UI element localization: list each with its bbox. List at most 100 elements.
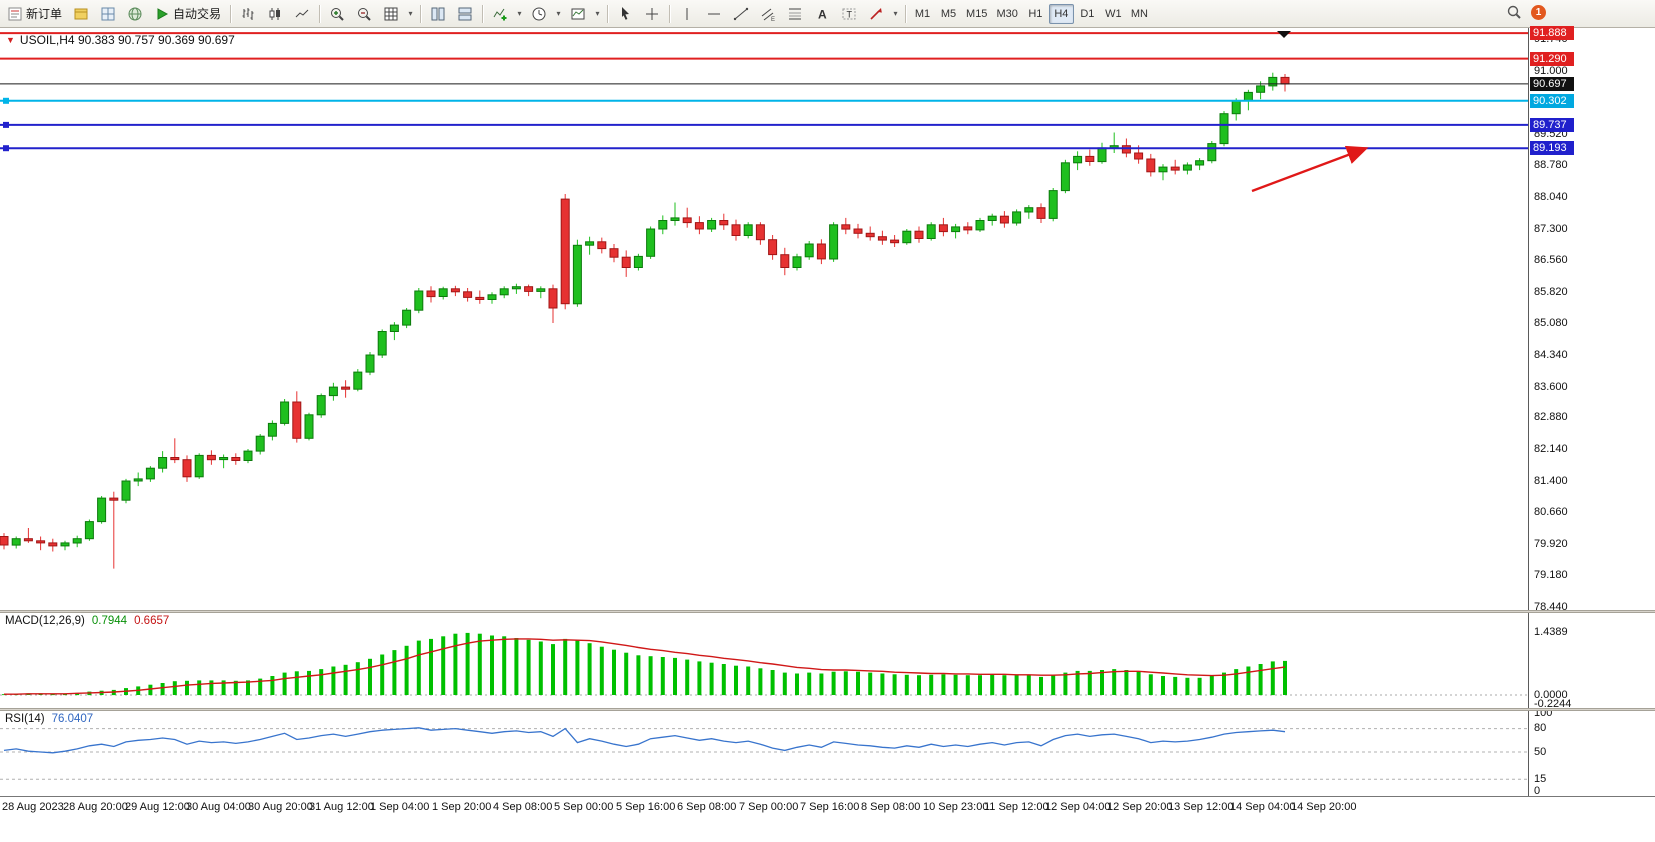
- time-axis-label: 30 Aug 20:00: [248, 801, 313, 813]
- tilev-icon: [457, 6, 473, 22]
- macd-panel[interactable]: MACD(12,26,9) 0.7944 0.6657: [0, 613, 1528, 708]
- text-tool-button[interactable]: A: [809, 3, 835, 25]
- chart-shift-marker-icon[interactable]: [1277, 31, 1291, 38]
- macd-scale-label: 0.0000: [1534, 689, 1568, 701]
- candlestick-mode-button[interactable]: [262, 3, 288, 25]
- arrange-vertical-button[interactable]: [452, 3, 478, 25]
- time-axis[interactable]: 28 Aug 2023 28 Aug 20:00 29 Aug 12:00 30 Au…: [0, 796, 1655, 816]
- price-badge-90.302: 90.302: [1530, 94, 1574, 108]
- timeframe-d1-button[interactable]: D1: [1080, 7, 1095, 20]
- new-order-button[interactable]: 新订单: [2, 3, 67, 25]
- vertical-line-tool-button[interactable]: [674, 3, 700, 25]
- main-chart-panel[interactable]: ▼ USOIL,H4 90.383 90.757 90.369 90.697: [0, 30, 1528, 610]
- macd-scale-label: -0.2244: [1534, 698, 1572, 710]
- channel-tool-button[interactable]: E: [755, 3, 781, 25]
- grid-icon: [383, 6, 399, 22]
- periods-dropdown[interactable]: ▾: [556, 9, 561, 18]
- time-axis-label: 7 Sep 00:00: [739, 801, 799, 813]
- search-icon[interactable]: [1506, 4, 1522, 20]
- arrow-annotation[interactable]: [1251, 145, 1369, 193]
- line-chart-mode-button[interactable]: [289, 3, 315, 25]
- autotrading-button[interactable]: 自动交易: [149, 3, 226, 25]
- time-axis-label: 6 Sep 08:00: [677, 801, 737, 813]
- horizontal-line-tool-button[interactable]: [701, 3, 727, 25]
- candles-layer: [0, 72, 1290, 569]
- label-tool-button[interactable]: T: [836, 3, 862, 25]
- time-axis-label: 14 Sep 20:00: [1291, 801, 1357, 813]
- chart-title-text: USOIL,H4 90.383 90.757 90.369 90.697: [19, 33, 235, 47]
- toolbar-separator: [607, 4, 609, 23]
- time-axis-label: 29 Aug 12:00: [125, 801, 190, 813]
- periods-button[interactable]: [526, 3, 552, 25]
- data-window-button[interactable]: [122, 3, 148, 25]
- window-layout-button[interactable]: [95, 3, 121, 25]
- templates-dropdown[interactable]: ▾: [595, 9, 600, 18]
- chart-workspace: ▼ USOIL,H4 90.383 90.757 90.369 90.697 M…: [0, 26, 1655, 841]
- time-axis-label: 28 Aug 2023: [2, 801, 64, 813]
- tile-windows-button[interactable]: [378, 3, 404, 25]
- fibo-icon: [787, 6, 803, 22]
- time-axis-label: 28 Aug 20:00: [63, 801, 128, 813]
- timeframe-m15-button[interactable]: M15: [966, 7, 988, 20]
- price-badge-89.193: 89.193: [1530, 141, 1574, 155]
- bar-chart-mode-button[interactable]: [235, 3, 261, 25]
- panel-splitter-macd[interactable]: [0, 610, 1655, 613]
- rsi-scale-label: 80: [1534, 722, 1547, 734]
- rsi-scale-label: 50: [1534, 746, 1547, 758]
- indicators-dropdown[interactable]: ▾: [517, 9, 522, 18]
- rsi-scale-label: 15: [1534, 773, 1547, 785]
- labelT-icon: T: [841, 6, 857, 22]
- fibonacci-tool-button[interactable]: [782, 3, 808, 25]
- shapes-dropdown[interactable]: ▾: [893, 9, 898, 18]
- time-axis-label: 13 Sep 12:00: [1168, 801, 1234, 813]
- indicators-button[interactable]: [487, 3, 513, 25]
- trend-icon: [733, 6, 749, 22]
- rsi-value: 76.0407: [51, 713, 94, 725]
- notification-badge[interactable]: 1: [1531, 4, 1546, 20]
- templates-button[interactable]: [565, 3, 591, 25]
- order-icon: [7, 6, 23, 22]
- panel-splitter-rsi[interactable]: [0, 708, 1655, 711]
- hline-handle[interactable]: [3, 121, 9, 128]
- timeframe-w1-button[interactable]: W1: [1105, 7, 1122, 20]
- zoomout-icon: [356, 6, 372, 22]
- price-scale-label: 81.400: [1534, 475, 1568, 487]
- zoom-out-button[interactable]: [351, 3, 377, 25]
- shapes-tool-button[interactable]: [863, 3, 889, 25]
- timeframe-h4-button[interactable]: H4: [1048, 3, 1074, 24]
- charts-profile-button[interactable]: [68, 3, 94, 25]
- time-axis-label: 14 Sep 04:00: [1230, 801, 1296, 813]
- profiles-icon: [73, 6, 89, 22]
- clock-icon: [531, 6, 547, 22]
- tileh-icon: [430, 6, 446, 22]
- timeframe-h1-button[interactable]: H1: [1028, 7, 1043, 20]
- cursor-tool-button[interactable]: [612, 3, 638, 25]
- macd-histogram: [2, 632, 1287, 696]
- toolbar-right-cluster: 1: [1506, 4, 1546, 20]
- timeframe-m5-button[interactable]: M5: [940, 7, 957, 20]
- time-axis-label: 1 Sep 20:00: [432, 801, 492, 813]
- hline-handle[interactable]: [3, 97, 9, 104]
- rsi-panel[interactable]: RSI(14) 76.0407: [0, 711, 1528, 796]
- timeframe-m30-button[interactable]: M30: [996, 7, 1018, 20]
- timeframe-m1-button[interactable]: M1: [914, 7, 931, 20]
- crosshair-tool-button[interactable]: [639, 3, 665, 25]
- vline-icon: [679, 6, 695, 22]
- zoomin-icon: [329, 6, 345, 22]
- price-scale-label: 84.340: [1534, 349, 1568, 361]
- arrange-horizontal-button[interactable]: [425, 3, 451, 25]
- timeframe-mn-button[interactable]: MN: [1130, 7, 1148, 20]
- trendline-tool-button[interactable]: [728, 3, 754, 25]
- macd-scale-label: 1.4389: [1534, 626, 1568, 638]
- price-axis[interactable]: 91.74091.00089.52088.78088.04087.30086.5…: [1528, 26, 1655, 797]
- horizontal-lines-layer[interactable]: [0, 32, 1528, 152]
- price-scale-label: 91.000: [1534, 65, 1568, 77]
- zoom-in-button[interactable]: [324, 3, 350, 25]
- svg-text:E: E: [771, 17, 775, 22]
- hline-handle[interactable]: [3, 145, 9, 152]
- tile-windows-dropdown[interactable]: ▾: [408, 9, 413, 18]
- svg-text:A: A: [818, 7, 827, 21]
- rsi-name: RSI(14): [5, 713, 45, 725]
- macd-name: MACD(12,26,9): [5, 615, 85, 627]
